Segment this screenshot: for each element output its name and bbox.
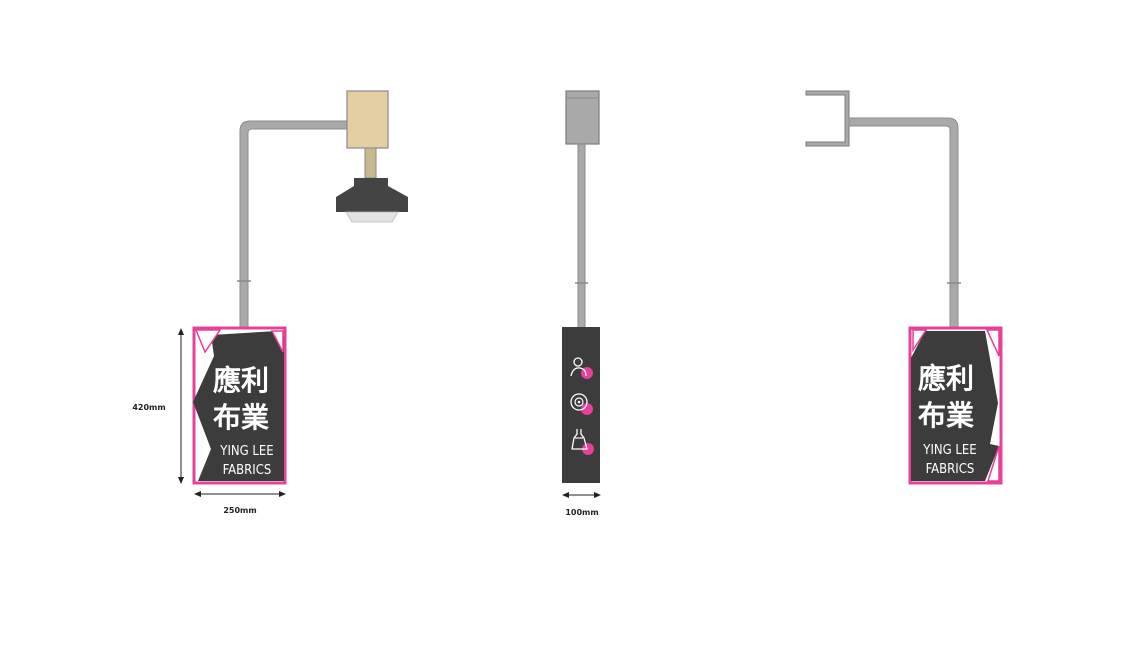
lamp-shade	[336, 178, 408, 212]
fabric-roll-icon	[570, 393, 593, 415]
rear-bracket	[805, 90, 850, 147]
front-sign-chinese-line2: 布業	[213, 401, 269, 434]
width-dimension: 250mm	[194, 491, 286, 515]
rear-sign-pink-accent-3	[986, 445, 1000, 482]
height-dimension: 420mm	[132, 328, 184, 484]
person-fabric-icon	[570, 357, 593, 379]
rear-sign-chinese-line2: 布業	[918, 399, 974, 432]
side-mounting-box	[565, 90, 600, 145]
lamp-stem	[364, 147, 377, 179]
width-dimension-label: 250mm	[223, 506, 256, 515]
front-sign-panel: 應利 布業 YING LEE FABRICS	[192, 326, 287, 485]
front-view: 應利 布業 YING LEE FABRICS 420mm 250mm	[132, 90, 408, 515]
rear-sign-pink-accent-2	[985, 329, 1000, 357]
front-sign-dark-face	[193, 331, 284, 481]
front-sign-chinese-line1: 應利	[213, 364, 269, 397]
rear-sign-dark-face	[911, 331, 999, 481]
height-dimension-label: 420mm	[132, 403, 165, 412]
depth-dimension: 100mm	[562, 492, 601, 517]
rear-sign-english-line1: YING LEE	[922, 443, 976, 458]
lamp-diffuser	[345, 211, 399, 223]
rear-sign-chinese-line1: 應利	[918, 362, 974, 395]
side-pole	[577, 143, 586, 329]
mounting-plate	[346, 90, 389, 149]
front-sign-english-line2: FABRICS	[223, 463, 272, 478]
depth-dimension-label: 100mm	[565, 508, 598, 517]
rear-view: 應利 布業 YING LEE FABRICS	[805, 90, 1003, 485]
rear-sign-pink-accent	[912, 329, 928, 353]
rear-pole-arm	[848, 117, 959, 329]
dress-icon	[571, 429, 594, 455]
rear-sign-english-line2: FABRICS	[926, 462, 975, 477]
front-sign-pink-accent	[194, 329, 222, 354]
side-view: 100mm	[562, 90, 601, 517]
front-pole-arm	[239, 120, 349, 329]
front-sign-pink-accent-2	[270, 330, 284, 353]
rear-sign-panel: 應利 布業 YING LEE FABRICS	[908, 326, 1003, 485]
front-sign-english-line1: YING LEE	[219, 444, 273, 459]
